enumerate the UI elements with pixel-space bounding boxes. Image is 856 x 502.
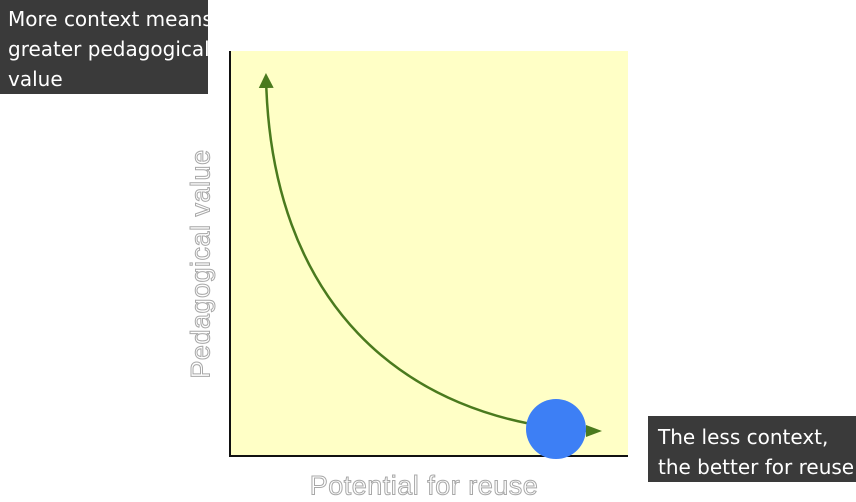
callout-line: More context means bbox=[8, 7, 213, 31]
reuse-marker-dot bbox=[526, 399, 586, 459]
callout-line: greater pedagogical bbox=[8, 37, 210, 61]
callout-more-context: More context means greater pedagogical v… bbox=[0, 0, 213, 94]
tradeoff-curve bbox=[258, 73, 589, 433]
callout-line: value bbox=[8, 67, 63, 91]
callout-less-context: The less context, the better for reuse bbox=[648, 416, 856, 482]
callout-line: the better for reuse bbox=[658, 455, 855, 479]
callout-line: The less context, bbox=[658, 425, 829, 449]
x-axis-label: Potential for reuse bbox=[309, 470, 539, 501]
curve-end-arrowhead bbox=[586, 425, 602, 437]
y-axis-label: Pedagogical value bbox=[185, 149, 216, 379]
